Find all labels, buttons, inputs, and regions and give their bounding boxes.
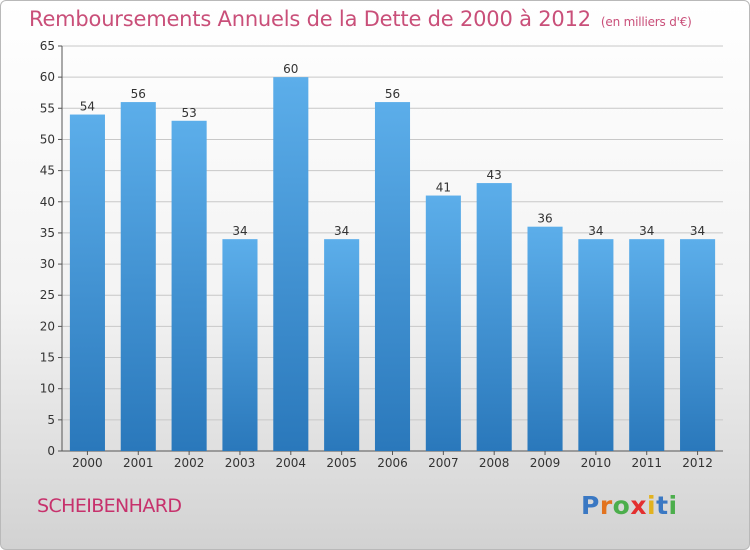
- y-tick-label: 50: [40, 132, 55, 146]
- data-label: 56: [385, 87, 400, 101]
- x-tick-label: 2001: [123, 456, 154, 470]
- data-label: 53: [181, 106, 196, 120]
- data-label: 56: [131, 87, 146, 101]
- x-tick-label: 2011: [631, 456, 662, 470]
- logo-letter: i: [647, 491, 657, 520]
- x-tick-label: 2002: [174, 456, 205, 470]
- bar: [273, 77, 309, 452]
- data-label: 34: [690, 224, 705, 238]
- x-tick-label: 2006: [377, 456, 408, 470]
- data-label: 54: [80, 100, 95, 114]
- bar: [324, 239, 360, 451]
- data-label: 60: [283, 62, 298, 76]
- y-tick-label: 55: [40, 101, 55, 115]
- x-tick-label: 2010: [581, 456, 612, 470]
- data-label: 34: [588, 224, 603, 238]
- bar: [374, 102, 411, 452]
- bar: [425, 195, 461, 451]
- bar: [222, 239, 258, 451]
- x-tick-label: 2007: [428, 456, 459, 470]
- data-label: 34: [639, 224, 654, 238]
- y-tick-label: 30: [40, 257, 55, 271]
- x-tick-label: 2004: [276, 456, 307, 470]
- logo-letter: o: [612, 491, 631, 520]
- bar: [680, 239, 716, 451]
- commune-name: SCHEIBENHARD: [37, 495, 182, 517]
- bar: [120, 102, 156, 452]
- data-label: 34: [334, 224, 349, 238]
- bar: [578, 239, 614, 451]
- y-tick-label: 10: [40, 382, 55, 396]
- logo-letter: r: [599, 491, 613, 520]
- bar: [69, 114, 105, 452]
- y-tick-label: 0: [47, 444, 55, 458]
- y-tick-label: 20: [40, 319, 55, 333]
- bar: [476, 183, 512, 452]
- y-tick-label: 35: [40, 226, 55, 240]
- bar: [629, 239, 665, 451]
- chart-title: Remboursements Annuels de la Dette de 20…: [29, 7, 692, 31]
- x-tick-label: 2008: [479, 456, 510, 470]
- y-tick-label: 60: [40, 70, 55, 84]
- y-tick-label: 25: [40, 288, 55, 302]
- x-tick-label: 2000: [72, 456, 103, 470]
- data-label: 36: [537, 212, 552, 226]
- x-tick-label: 2003: [225, 456, 256, 470]
- proxiti-logo: Proxiti: [581, 491, 678, 520]
- logo-letter: i: [668, 491, 678, 520]
- bar: [171, 120, 207, 452]
- y-tick-label: 40: [40, 195, 55, 209]
- y-tick-label: 5: [47, 413, 55, 427]
- y-tick-label: 15: [40, 351, 55, 365]
- chart-subtitle: (en milliers d'€): [600, 15, 692, 29]
- y-tick-label: 45: [40, 164, 55, 178]
- data-label: 34: [232, 224, 247, 238]
- data-label: 41: [436, 181, 451, 195]
- logo-letter: P: [581, 491, 600, 520]
- x-tick-label: 2009: [530, 456, 561, 470]
- logo-letter: x: [630, 491, 647, 520]
- y-tick-label: 65: [40, 39, 55, 53]
- logo-letter: t: [656, 491, 669, 520]
- x-tick-label: 2005: [326, 456, 357, 470]
- chart-title-text: Remboursements Annuels de la Dette de 20…: [29, 7, 591, 31]
- bar: [527, 226, 563, 451]
- x-tick-label: 2012: [682, 456, 713, 470]
- data-label: 43: [487, 168, 502, 182]
